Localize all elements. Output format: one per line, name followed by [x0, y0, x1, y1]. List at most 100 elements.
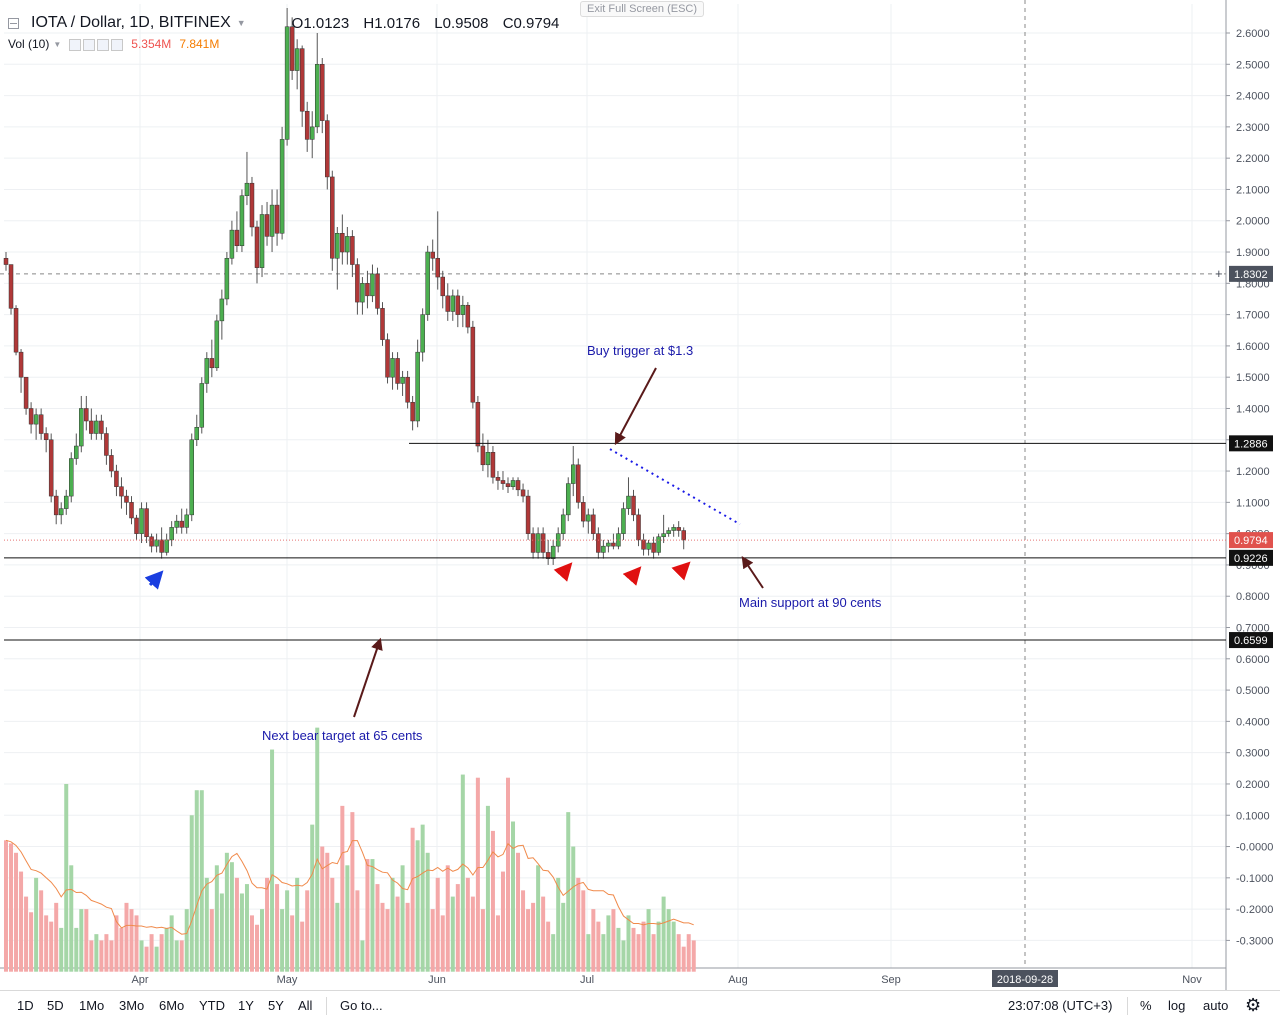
candle-body	[159, 539, 164, 553]
volume-bar	[360, 940, 365, 972]
range-all-button[interactable]: All	[298, 998, 313, 1013]
candle	[33, 408, 39, 440]
range-1y-button[interactable]: 1Y	[238, 998, 254, 1013]
candle-body	[345, 236, 350, 253]
candle-body	[325, 120, 330, 178]
candle	[490, 446, 496, 484]
volume-bar	[249, 915, 254, 972]
clock-display[interactable]: 23:07:08 (UTC+3)	[1008, 998, 1113, 1013]
volume-bar	[485, 805, 490, 972]
volume-bar	[475, 777, 480, 972]
candle-body	[550, 545, 556, 559]
volume-bar	[546, 921, 551, 972]
candle-body	[641, 539, 646, 550]
candle	[626, 477, 631, 515]
volume-bar	[144, 946, 149, 972]
candle	[375, 267, 380, 315]
range-ytd-button[interactable]: YTD	[199, 998, 225, 1013]
volume-bar	[330, 877, 335, 972]
bear-target-arrow	[353, 637, 383, 718]
candle-body	[676, 527, 681, 531]
candle	[470, 320, 476, 409]
volume-bar	[229, 862, 234, 972]
candle	[525, 489, 531, 540]
candle	[320, 58, 325, 134]
candle-body	[330, 176, 335, 259]
range-6mo-button[interactable]: 6Mo	[159, 998, 185, 1013]
gear-icon[interactable]: ⚙	[1245, 995, 1262, 1015]
close-icon[interactable]	[111, 38, 124, 51]
volume-bar	[59, 927, 64, 972]
candle	[204, 352, 210, 393]
candle	[304, 101, 310, 152]
collapse-icon[interactable]	[8, 17, 19, 29]
price-tick-label: 2.4000	[1236, 91, 1270, 103]
volume-bar	[561, 902, 566, 972]
volume-bar	[234, 877, 239, 972]
price-axis[interactable]: 2.6000 2.5000 2.4000 2.3000 2.2000 2.1000 2.00…	[1215, 28, 1273, 947]
candle	[169, 521, 174, 547]
candle-body	[450, 295, 456, 312]
candle	[395, 352, 400, 390]
chevron-down-icon[interactable]: ▼	[53, 39, 62, 49]
volume-bar	[219, 893, 224, 972]
candle	[43, 427, 49, 453]
auto-toggle[interactable]: auto	[1203, 998, 1229, 1013]
candle-body	[199, 383, 205, 428]
candle-body	[229, 229, 235, 259]
log-toggle[interactable]: log	[1168, 998, 1186, 1013]
ohlc-values: O1.0123 H1.0176 L0.9508 C0.9794	[292, 15, 570, 32]
candle-body	[99, 420, 104, 434]
volume-indicator-label[interactable]: Vol (10)	[8, 37, 50, 51]
percent-toggle[interactable]: %	[1140, 998, 1152, 1013]
candle-body	[440, 276, 445, 297]
candle	[591, 508, 596, 540]
candle	[284, 7, 290, 146]
volume-bar	[495, 915, 500, 972]
candle	[450, 289, 456, 321]
candle-body	[154, 539, 159, 547]
candle	[144, 502, 149, 544]
candle	[646, 539, 651, 556]
time-tick-label: May	[277, 974, 298, 986]
goto-button[interactable]: Go to...	[340, 998, 383, 1013]
candle-body	[420, 314, 425, 353]
time-tick-label: Apr	[131, 974, 148, 986]
candle-body	[626, 495, 631, 509]
candle-body	[58, 508, 64, 516]
candle-body	[149, 536, 154, 547]
volume-bar	[470, 896, 475, 972]
range-5d-button[interactable]: 5D	[47, 998, 64, 1013]
candle-body	[320, 64, 325, 121]
candle-body	[79, 408, 84, 447]
chevron-down-icon[interactable]: ▼	[236, 18, 246, 28]
crosshair-date-tag: 2018-09-28	[992, 970, 1058, 987]
candle	[540, 527, 546, 559]
candle-body	[179, 520, 184, 528]
candle	[58, 502, 64, 525]
range-1d-button[interactable]: 1D	[17, 998, 34, 1013]
candle	[159, 527, 164, 559]
range-3mo-button[interactable]: 3Mo	[119, 998, 145, 1013]
candle	[565, 477, 571, 522]
range-1mo-button[interactable]: 1Mo	[79, 998, 105, 1013]
candle-body	[681, 530, 686, 541]
candle	[3, 252, 9, 271]
candle	[500, 471, 506, 490]
volume-bar	[606, 915, 611, 972]
exit-fullscreen-button[interactable]: Exit Full Screen (ESC)	[580, 1, 705, 17]
range-5y-button[interactable]: 5Y	[268, 998, 284, 1013]
candle-body	[84, 408, 89, 422]
plus-icon[interactable]	[97, 38, 110, 51]
candle	[264, 201, 270, 246]
candle	[425, 245, 430, 321]
candle-body	[74, 445, 79, 459]
settings-icon[interactable]	[83, 38, 96, 51]
time-axis[interactable]: Apr May Jun Jul Aug Sep Nov 2018-09-28	[131, 970, 1202, 987]
volume-bar	[9, 843, 14, 972]
eye-icon[interactable]	[69, 38, 82, 51]
candle	[365, 270, 370, 309]
volume-bar	[440, 915, 445, 972]
candle-body	[284, 26, 290, 140]
